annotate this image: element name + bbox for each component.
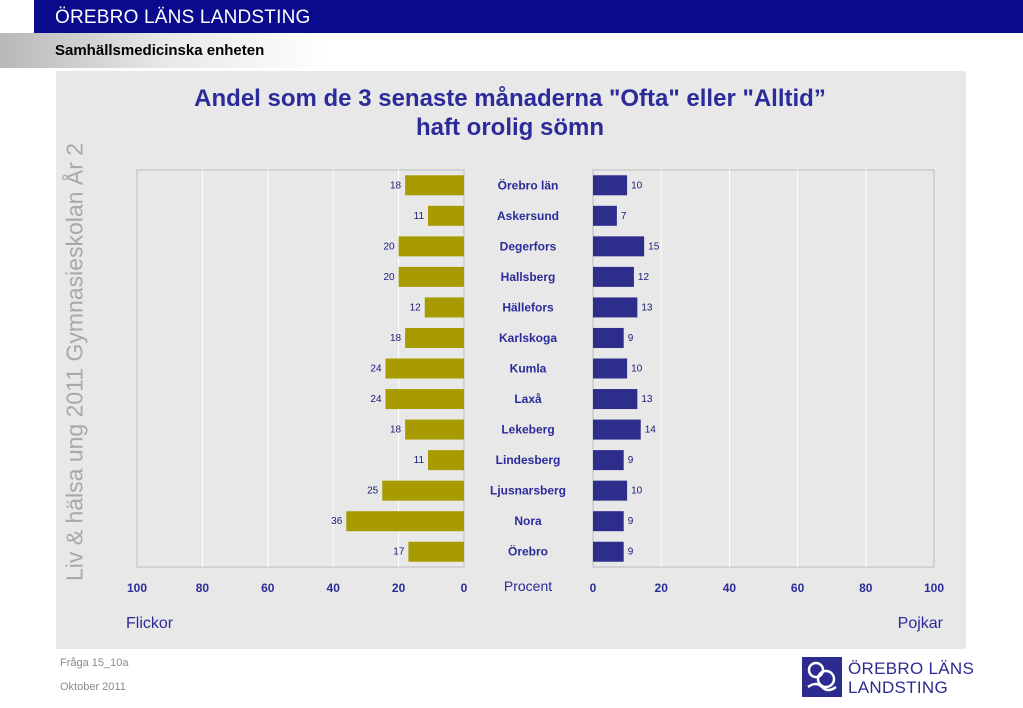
girls-value-label: 11: [414, 455, 425, 466]
boys-bar: [593, 205, 617, 226]
top-banner-fill: [34, 0, 1023, 33]
department-name: Samhällsmedicinska enheten: [55, 42, 265, 59]
chart-title-line-1: Andel som de 3 senaste månaderna "Ofta" …: [194, 85, 826, 112]
boys-bar: [593, 450, 624, 471]
girls-value-label: 18: [390, 180, 402, 191]
boys-bar: [593, 236, 645, 257]
boys-value-label: 10: [631, 364, 643, 375]
chart-title-line-2: haft orolig sömn: [416, 114, 604, 141]
category-label: Askersund: [497, 209, 559, 223]
logo-text: ÖREBRO LÄNS LANDSTING: [848, 659, 974, 697]
girls-bar: [424, 297, 464, 318]
girls-bar: [405, 175, 464, 196]
category-label: Kumla: [510, 362, 547, 376]
girls-value-label: 36: [331, 516, 343, 527]
boys-value-label: 14: [645, 425, 657, 436]
boys-bar: [593, 389, 638, 410]
boys-value-label: 9: [628, 333, 634, 344]
boys-value-label: 13: [641, 302, 653, 313]
landsting-logo-icon: [802, 657, 842, 697]
boys-bar: [593, 419, 641, 440]
boys-value-label: 12: [638, 272, 650, 283]
right-tick-label: 40: [723, 581, 737, 595]
boys-value-label: 15: [648, 241, 660, 252]
girls-value-label: 18: [390, 333, 402, 344]
logo-line-1: ÖREBRO LÄNS: [848, 659, 975, 678]
right-tick-label: 100: [924, 581, 944, 595]
right-tick-label: 60: [791, 581, 805, 595]
boys-value-label: 13: [641, 394, 653, 405]
girls-bar: [382, 480, 464, 501]
girls-value-label: 17: [393, 547, 405, 558]
girls-bar: [405, 419, 464, 440]
boys-side-label: Pojkar: [898, 615, 944, 632]
girls-bar: [408, 541, 464, 562]
category-label: Karlskoga: [499, 331, 557, 345]
boys-bar: [593, 358, 628, 379]
girls-bar: [428, 205, 464, 226]
girls-bar: [428, 450, 464, 471]
boys-value-label: 9: [628, 455, 634, 466]
boys-bar: [593, 541, 624, 562]
girls-bar: [385, 389, 464, 410]
girls-bar: [346, 511, 464, 532]
girls-value-label: 24: [370, 364, 382, 375]
girls-value-label: 24: [370, 394, 382, 405]
boys-value-label: 10: [631, 180, 643, 191]
report-date: Oktober 2011: [60, 681, 126, 693]
boys-bar: [593, 511, 624, 532]
girls-value-label: 11: [414, 211, 425, 222]
girls-side-label: Flickor: [126, 615, 174, 632]
category-label: Lindesberg: [496, 453, 561, 467]
girls-value-label: 18: [390, 425, 402, 436]
logo-line-2: LANDSTING: [848, 678, 948, 697]
girls-value-label: 20: [383, 272, 395, 283]
right-tick-label: 0: [590, 581, 597, 595]
organization-title: ÖREBRO LÄNS LANDSTING: [55, 7, 311, 28]
category-label: Ljusnarsberg: [490, 484, 566, 498]
girls-bar: [398, 266, 464, 287]
boys-value-label: 10: [631, 486, 643, 497]
girls-value-label: 25: [367, 486, 379, 497]
category-label: Laxå: [514, 392, 542, 406]
boys-bar: [593, 480, 628, 501]
right-tick-label: 20: [655, 581, 669, 595]
category-label: Lekeberg: [501, 423, 554, 437]
top-banner: ÖREBRO LÄNS LANDSTING: [0, 0, 1023, 33]
girls-value-label: 20: [383, 241, 395, 252]
category-label: Degerfors: [500, 239, 557, 253]
boys-value-label: 7: [621, 211, 627, 222]
question-id: Fråga 15_10a: [60, 657, 129, 669]
right-tick-label: 80: [859, 581, 873, 595]
girls-bar: [405, 327, 464, 348]
left-tick-label: 0: [461, 581, 468, 595]
left-tick-label: 20: [392, 581, 406, 595]
category-label: Hällefors: [502, 300, 554, 314]
girls-bar: [385, 358, 464, 379]
left-tick-label: 60: [261, 581, 275, 595]
x-axis-label: Procent: [504, 578, 552, 594]
left-tick-label: 40: [327, 581, 341, 595]
boys-value-label: 9: [628, 516, 634, 527]
boys-bar: [593, 175, 628, 196]
boys-bar: [593, 266, 634, 287]
girls-value-label: 12: [410, 302, 422, 313]
chart-title: Andel som de 3 senaste månaderna "Ofta" …: [160, 84, 860, 142]
left-tick-label: 80: [196, 581, 210, 595]
right-plot-area: [592, 169, 935, 568]
boys-bar: [593, 297, 638, 318]
category-label: Örebro: [508, 544, 548, 559]
left-tick-label: 100: [127, 581, 147, 595]
sub-banner: Samhällsmedicinska enheten: [0, 33, 1023, 68]
boys-value-label: 9: [628, 547, 634, 558]
category-label: Hallsberg: [501, 270, 556, 284]
category-label: Örebro län: [498, 177, 559, 192]
boys-bar: [593, 327, 624, 348]
girls-bar: [398, 236, 464, 257]
category-label: Nora: [514, 514, 542, 528]
